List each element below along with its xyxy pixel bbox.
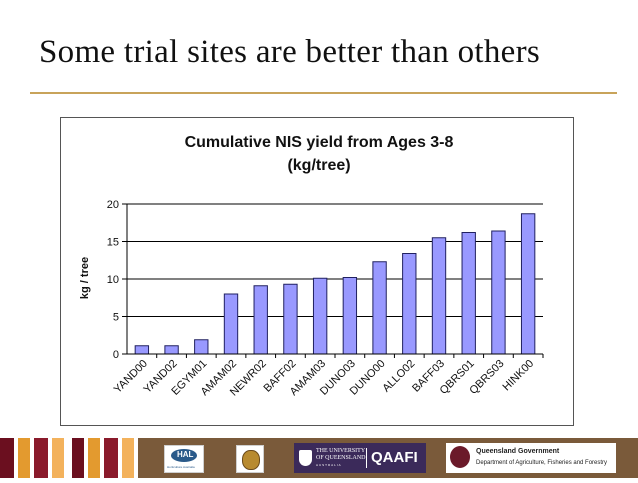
bar-qbrs03 (491, 230, 506, 355)
footer-stripe (52, 438, 64, 478)
qld-gov-logo: Queensland Government Department of Agri… (446, 443, 616, 473)
footer-stripe (0, 438, 14, 478)
bar-yand00 (134, 345, 150, 355)
slide-title: Some trial sites are better than others (39, 34, 541, 70)
y-axis-label: kg / tree (79, 257, 91, 299)
uq-line1: THE UNIVERSITY (316, 448, 366, 454)
chart-frame: Cumulative NIS yield from Ages 3-8 (kg/t… (60, 117, 574, 426)
footer-bar: HAL Horticulture Australia THE UNIVERSIT… (0, 438, 638, 478)
bar-egym01 (194, 339, 209, 355)
y-tick-label: 0 (113, 349, 119, 361)
bar-hink00 (520, 213, 536, 355)
footer-stripe (104, 438, 118, 478)
footer-stripe (34, 438, 48, 478)
bar-duno00 (372, 261, 387, 355)
bar-baff02 (283, 283, 298, 355)
bar-amam02 (223, 293, 239, 355)
hal-logo-subtext: Horticulture Australia (167, 465, 195, 469)
uq-qaafi-logo: THE UNIVERSITY OF QUEENSLAND AUSTRALIA Q… (294, 443, 426, 473)
uq-crest-icon (299, 450, 312, 466)
qld-line2: Department of Agriculture, Fisheries and… (476, 460, 608, 466)
footer-stripe (88, 438, 100, 478)
crest-emblem-icon (242, 450, 260, 470)
bar-yand02 (164, 345, 179, 355)
uq-line2: OF QUEENSLAND (316, 455, 366, 461)
footer-stripe (72, 438, 84, 478)
bar-qbrs01 (461, 232, 476, 355)
bar-chart: Cumulative NIS yield from Ages 3-8 (kg/t… (79, 134, 544, 399)
bar-duno03 (342, 277, 358, 355)
qld-crest-icon (450, 446, 470, 468)
bar-amam03 (312, 277, 328, 355)
y-tick-label: 15 (107, 237, 119, 249)
title-divider (30, 92, 617, 94)
chart-title-line1: Cumulative NIS yield from Ages 3-8 (185, 134, 454, 151)
bar-allo02 (402, 253, 417, 355)
bars (134, 213, 536, 355)
gridlines (127, 203, 543, 317)
footer-stripe (122, 438, 134, 478)
chart-title-line2: (kg/tree) (287, 157, 350, 174)
y-tick-label: 20 (107, 199, 119, 211)
y-tick-label: 10 (107, 274, 119, 286)
uq-line3: AUSTRALIA (316, 463, 342, 467)
hal-logo: HAL Horticulture Australia (164, 445, 204, 473)
qld-line1: Queensland Government (476, 448, 560, 455)
hal-logo-text: HAL (177, 450, 194, 459)
y-tick-label: 5 (113, 312, 119, 324)
qaafi-text: QAAFI (371, 449, 418, 466)
bar-baff03 (431, 237, 447, 355)
footer-stripe (18, 438, 30, 478)
x-tick-label: HINK00 (501, 358, 537, 394)
crest-logo (236, 445, 264, 473)
bar-newr02 (253, 285, 268, 355)
